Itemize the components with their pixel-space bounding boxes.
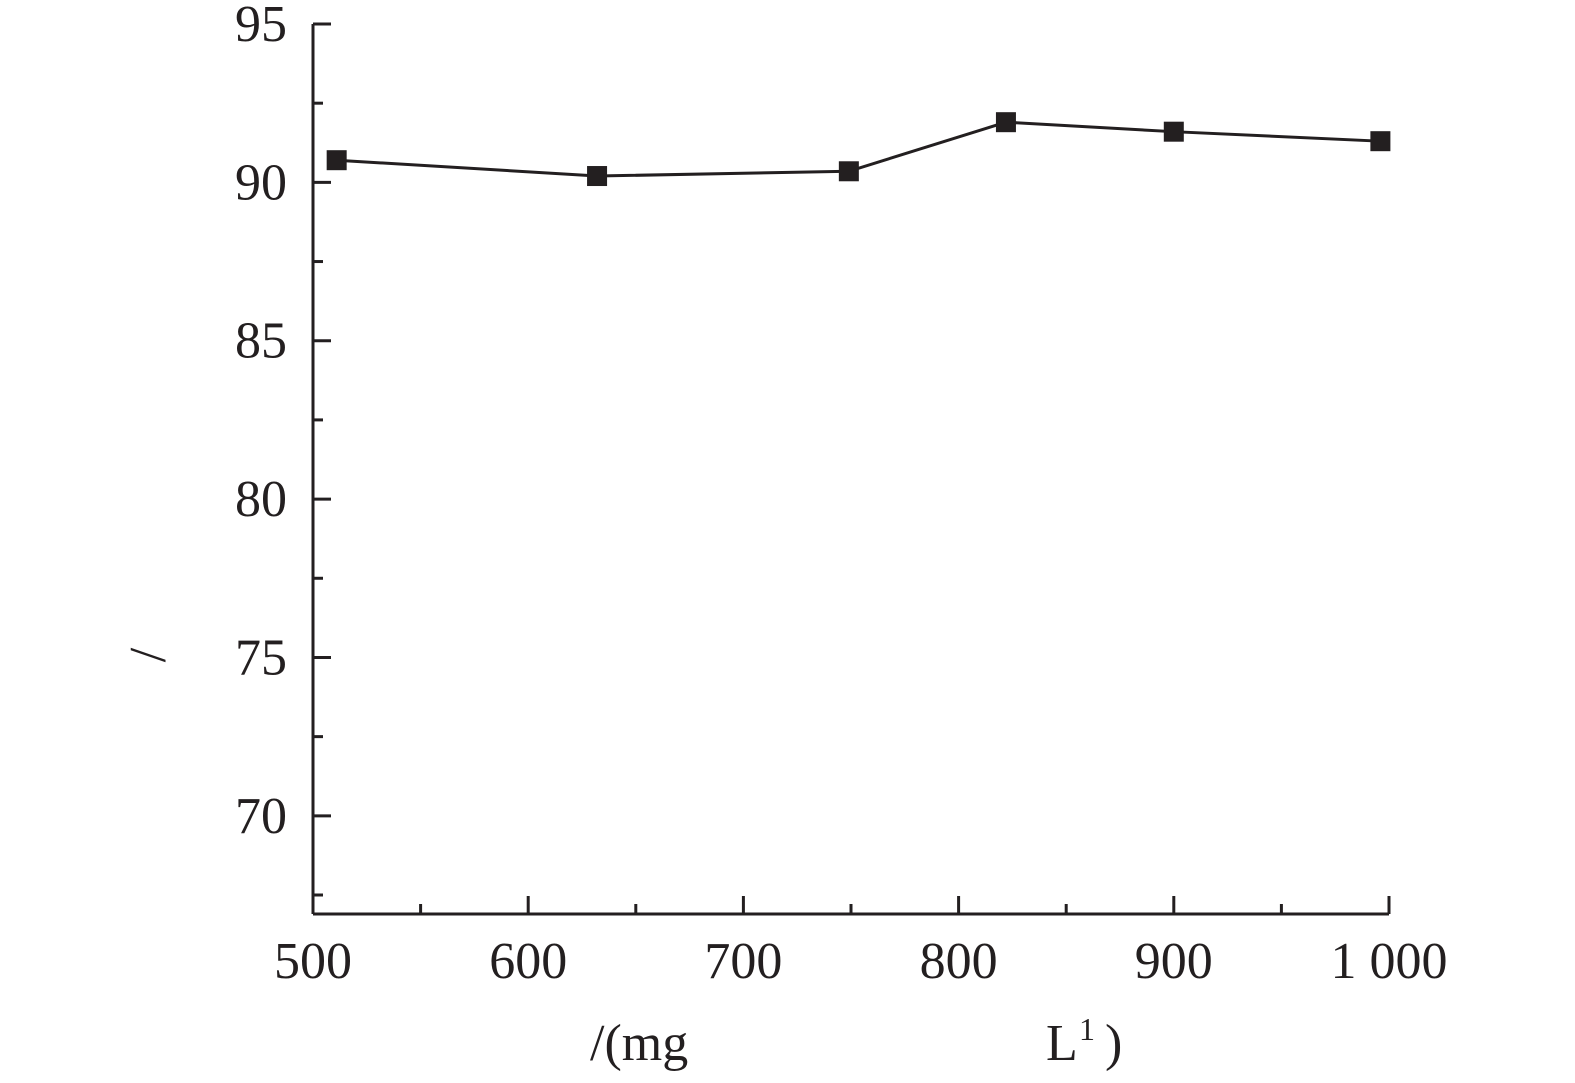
y-axis-ticks: 70 75 80 85 90 95	[235, 0, 331, 897]
data-point-marker	[1163, 121, 1184, 142]
x-tick-label: 800	[920, 933, 998, 990]
y-tick-label: 95	[235, 0, 287, 53]
series-layer	[326, 112, 1391, 187]
data-point-marker	[1370, 131, 1391, 152]
x-axis-label-prefix: /(mg	[590, 1015, 688, 1072]
data-point-marker	[587, 166, 608, 187]
y-tick-label: 70	[235, 788, 287, 845]
data-point-marker	[326, 150, 347, 171]
y-tick-label: 75	[235, 629, 287, 686]
data-point-marker	[995, 112, 1016, 133]
x-tick-label: 500	[274, 933, 352, 990]
y-tick-label: 80	[235, 471, 287, 528]
y-axis-label: /	[120, 647, 177, 662]
axes	[311, 24, 1389, 916]
x-axis-label-superscript: 1	[1079, 1011, 1095, 1047]
x-tick-label: 900	[1135, 933, 1213, 990]
data-point-marker	[838, 161, 859, 182]
y-tick-label: 85	[235, 313, 287, 370]
x-axis-label-suffix: )	[1105, 1015, 1122, 1072]
series-line	[336, 120, 1381, 178]
y-tick-label: 90	[235, 154, 287, 211]
x-axis-label-unit: L	[1046, 1015, 1078, 1072]
x-axis-ticks: 500 600 700 800 900 1 000	[274, 896, 1448, 990]
x-tick-label: 700	[704, 933, 782, 990]
x-tick-label: 1 000	[1331, 933, 1448, 990]
x-tick-label: 600	[489, 933, 567, 990]
